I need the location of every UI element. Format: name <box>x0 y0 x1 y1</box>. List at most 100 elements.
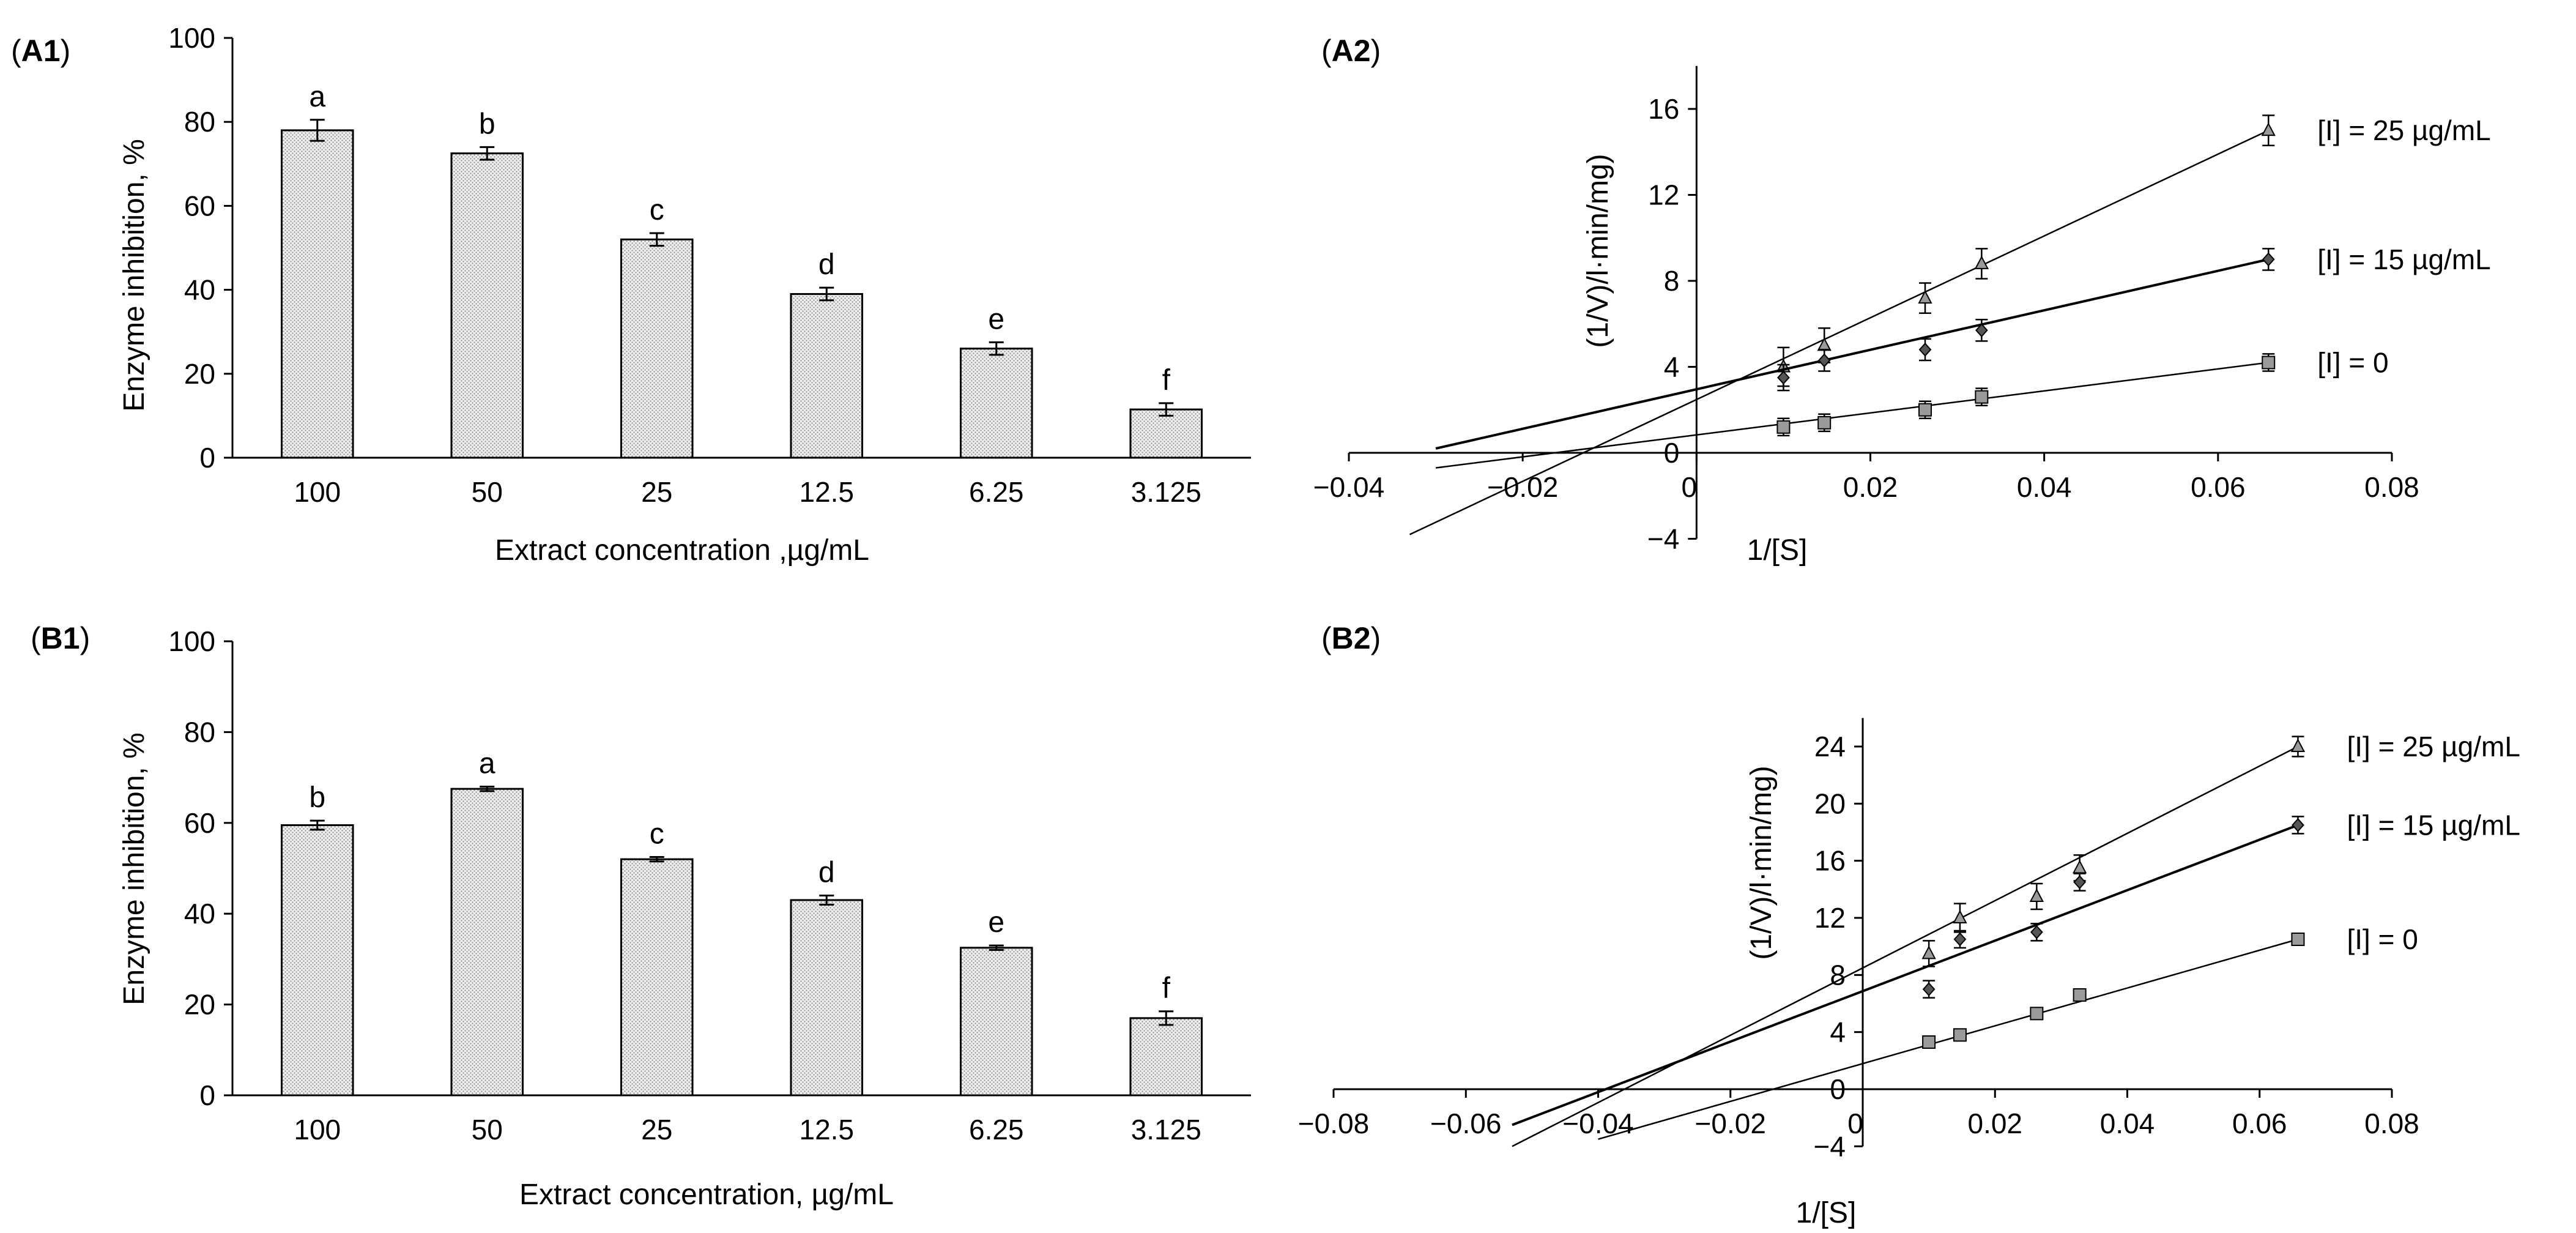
series-label: [I] = 25 µg/mL <box>2347 731 2520 762</box>
x-tick-label: −0.02 <box>1695 1108 1766 1139</box>
triangle-marker <box>1953 909 1967 923</box>
square-marker <box>1975 390 1989 404</box>
square-marker <box>1776 420 1791 434</box>
significance-letter: a <box>309 81 325 113</box>
panel-label-a1: (A1) <box>11 34 70 68</box>
x-tick-label: −0.08 <box>1298 1108 1369 1139</box>
significance-letter: a <box>479 747 496 780</box>
y-tick-label: 40 <box>184 274 215 306</box>
b2-x-axis-label: 1/[S] <box>1796 1197 1857 1229</box>
series-label: [I] = 15 µg/mL <box>2317 244 2490 275</box>
chart-b2: −0.08 −0.06 −0.04 −0.02 0 0.02 0.04 0.06 0.08−40… <box>1298 718 2520 1162</box>
chart-b1: 0 20 40 60 80 100 b 100 a 50 c 25 d 12.5 e 6.25 f 3.125 <box>168 625 1251 1145</box>
x-tick-label: 50 <box>472 476 503 508</box>
y-tick-label: 8 <box>1664 265 1680 297</box>
square-marker <box>1953 1028 1967 1042</box>
x-tick-label: −0.06 <box>1430 1108 1501 1139</box>
y-tick-label: 80 <box>184 106 215 138</box>
diamond-marker <box>2073 875 2086 890</box>
x-tick-label: 0.08 <box>2364 471 2419 503</box>
y-tick-label: 12 <box>1814 902 1846 934</box>
x-tick-label: −0.02 <box>1487 471 1558 503</box>
regression-line <box>1512 745 2299 1147</box>
a1-y-axis-label: Enzyme inhibition, % <box>118 139 150 412</box>
triangle-marker <box>2072 860 2087 874</box>
y-tick-label: −4 <box>1647 523 1679 555</box>
square-marker <box>2030 1007 2044 1021</box>
chart-a1: 0 20 40 60 80 100 a 100 b 50 c 25 d 12.5 e 6.25 f 3.125 <box>168 22 1251 508</box>
bar <box>450 788 524 1097</box>
diamond-marker <box>2262 252 2275 267</box>
x-tick-label: −0.04 <box>1562 1108 1633 1139</box>
bar <box>280 129 354 459</box>
y-tick-label: 60 <box>184 190 215 222</box>
diamond-marker <box>1975 323 1988 338</box>
bar <box>280 824 354 1097</box>
x-tick-label: 0.06 <box>2232 1108 2287 1139</box>
x-tick-label: 0 <box>1847 1108 1863 1139</box>
square-marker <box>1817 415 1832 430</box>
significance-letter: f <box>1162 972 1171 1005</box>
y-tick-label: 4 <box>1830 1016 1846 1048</box>
significance-letter: c <box>650 194 664 226</box>
square-marker <box>2291 933 2305 946</box>
x-tick-label: 50 <box>472 1114 503 1145</box>
significance-letter: d <box>818 857 835 889</box>
x-tick-label: 6.25 <box>969 476 1024 508</box>
b1-x-axis-label: Extract concentration, µg/mL <box>519 1179 894 1211</box>
a2-x-axis-label: 1/[S] <box>1747 534 1808 567</box>
x-tick-label: 6.25 <box>969 1114 1024 1145</box>
y-tick-label: 8 <box>1830 959 1846 991</box>
x-tick-label: 3.125 <box>1131 476 1201 508</box>
bar <box>959 348 1033 459</box>
regression-line <box>1435 258 2269 450</box>
bar <box>1129 408 1203 459</box>
significance-letter: d <box>818 248 835 281</box>
triangle-marker <box>1817 337 1832 351</box>
x-tick-label: 25 <box>641 476 672 508</box>
triangle-marker <box>1921 945 1936 959</box>
y-tick-label: −4 <box>1814 1130 1846 1162</box>
y-tick-label: 20 <box>184 358 215 390</box>
y-tick-label: 16 <box>1814 845 1846 877</box>
x-tick-label: 100 <box>294 476 341 508</box>
bar <box>620 238 694 459</box>
square-marker <box>1922 1035 1936 1049</box>
chart-a2: −0.04 −0.02 0 0.02 0.04 0.06 0.08−40481216[I] … <box>1313 65 2491 555</box>
triangle-marker <box>2029 888 2044 902</box>
diamond-marker <box>1918 342 1932 357</box>
series-label: [I] = 25 µg/mL <box>2317 114 2490 146</box>
x-tick-label: 0.08 <box>2364 1108 2419 1139</box>
panel-label-b2: (B2) <box>1321 621 1381 655</box>
x-tick-label: 0.02 <box>1843 471 1898 503</box>
series-label: [I] = 0 <box>2317 346 2388 378</box>
x-tick-label: −0.04 <box>1313 471 1384 503</box>
regression-line <box>1435 362 2269 469</box>
y-tick-label: 12 <box>1648 179 1679 211</box>
x-tick-label: 0.02 <box>1967 1108 2022 1139</box>
y-tick-label: 60 <box>184 807 215 839</box>
y-tick-label: 0 <box>199 442 215 474</box>
y-tick-label: 16 <box>1648 93 1679 125</box>
significance-letter: e <box>988 906 1004 939</box>
x-tick-label: 12.5 <box>799 476 854 508</box>
bar <box>1129 1017 1203 1097</box>
x-tick-label: 3.125 <box>1131 1114 1201 1145</box>
triangle-marker <box>1974 255 1989 269</box>
y-tick-label: 0 <box>1830 1073 1846 1105</box>
regression-line <box>1598 938 2298 1140</box>
a2-y-axis-label: (1/V)/l·min/mg) <box>1582 154 1614 348</box>
panel-label-a2: (A2) <box>1321 34 1381 68</box>
diamond-marker <box>1777 370 1790 385</box>
panel-label-b1: (B1) <box>31 621 90 655</box>
square-marker <box>2262 356 2276 370</box>
b2-y-axis-label: (1/V)/l·min/mg) <box>1745 766 1778 959</box>
y-tick-label: 40 <box>184 898 215 929</box>
diamond-marker <box>1922 982 1936 997</box>
bar <box>450 152 524 459</box>
x-tick-label: 0.04 <box>2100 1108 2155 1139</box>
significance-letter: b <box>309 781 325 814</box>
x-tick-label: 0.04 <box>2017 471 2072 503</box>
y-tick-label: 0 <box>1664 437 1680 469</box>
